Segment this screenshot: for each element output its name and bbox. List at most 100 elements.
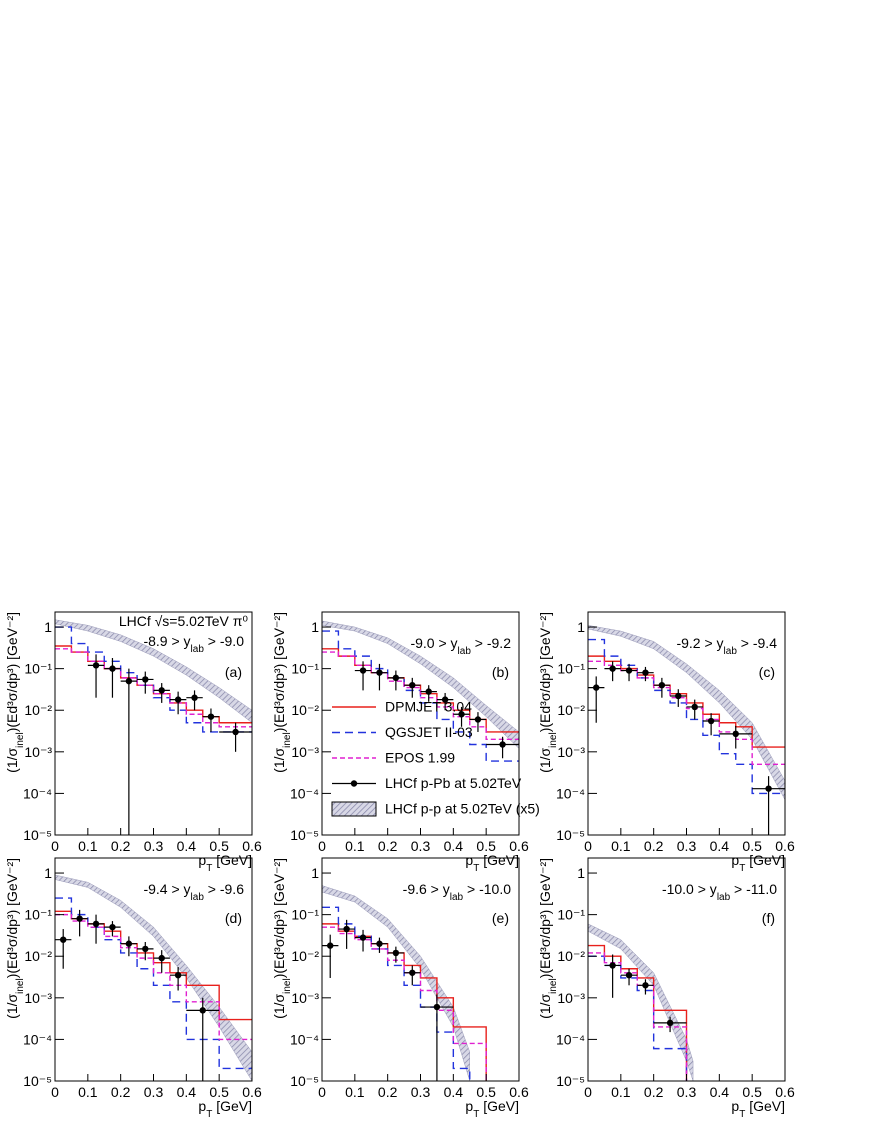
x-tick-label: 0.1 [611,838,631,854]
data-point [425,688,432,695]
subscript: lab [724,646,738,657]
axis-title: -9.0 > ylab > -9.2 [410,635,511,657]
text-part: [GeV] [479,1098,519,1114]
text-part: )(Ed³σ/dp³) [GeV⁻²] [4,858,20,978]
data-point [343,925,350,933]
axis-title: (1/σinel)(Ed³σ/dp³) [GeV⁻²] [271,858,293,1019]
y-tick-label: 10⁻² [557,702,585,718]
x-tick-label: 0.3 [411,838,431,854]
plot-area [588,923,694,1081]
panel: 0 0.1 0.2 0.3 0.4 0.5 0.6 10⁻⁵ 10⁻⁴ 10⁻³ 10⁻² 10⁻¹ 1… [537,857,795,1120]
x-tick-label: 0.6 [242,838,262,854]
y-tick-label: 10⁻⁴ [23,785,52,801]
x-tick-label: 0.2 [644,1084,664,1100]
data-point [409,969,416,976]
x-tick-label: 0 [584,838,592,854]
subscript: inel [282,732,293,748]
data-point [174,696,182,703]
data-point [593,684,600,691]
panel: 0 0.1 0.2 0.3 0.4 0.5 0.6 10⁻⁵ 10⁻⁴ 10⁻³ 10⁻² 10⁻¹ 1… [4,611,262,874]
y-tick-label: 10⁻³ [557,990,585,1006]
text-part: p [465,1098,473,1114]
y-tick-label: 10⁻⁵ [556,1073,585,1089]
data-point [125,677,133,685]
x-tick-label: 0.1 [78,1084,98,1100]
y-tick-label: 10⁻¹ [291,907,319,923]
y-tick-label: 1 [44,865,52,881]
text-part: (1/σ [4,994,20,1019]
data-point [433,1003,441,1011]
axis-title: (1/σinel)(Ed³σ/dp³) [GeV⁻²] [4,612,26,773]
model-step [322,651,519,740]
x-tick-label: 0.5 [209,838,229,854]
x-tick-label: 0.6 [775,1084,795,1100]
text-part: (1/σ [4,748,20,773]
subscript: inel [15,978,26,994]
y-tick-label: 1 [577,865,585,881]
x-tick-label: 0.6 [242,1084,262,1100]
text-part: -9.2 > y [676,635,723,651]
plot-area [55,619,252,835]
text-part: (1/σ [537,994,553,1019]
text-part: [GeV] [745,852,785,868]
text-part: p [198,1098,206,1114]
x-tick-label: 0 [51,838,59,854]
pp-band [55,619,252,724]
panel-label: (d) [225,910,242,926]
subscript: lab [191,892,205,903]
text-part: -9.4 > y [143,881,190,897]
data-point [675,692,682,700]
subscript: T [206,863,212,874]
frame [321,857,520,1082]
model-step [322,926,487,1081]
plot-area [322,620,519,762]
x-tick-label: 0.6 [775,838,795,854]
data-point [609,665,616,672]
data-point [92,662,100,669]
subscript: T [739,863,745,874]
data-point [642,669,649,676]
y-tick-label: 10⁻¹ [291,661,319,677]
axis-title: (1/σinel)(Ed³σ/dp³) [GeV⁻²] [4,858,26,1019]
pp-band [588,625,785,800]
panel: 0 0.1 0.2 0.3 0.4 0.5 0.6 10⁻⁵ 10⁻⁴ 10⁻³ 10⁻² 10⁻¹ 1… [4,857,262,1120]
data-point [658,681,666,689]
text-part: )(Ed³σ/dp³) [GeV⁻²] [271,858,287,978]
plot-area [55,874,252,1081]
y-tick-label: 1 [44,619,52,635]
chart-title: LHCf √s=5.02TeV π⁰ [119,613,249,629]
y-tick-label: 10⁻² [24,948,52,964]
text-part: -9.6 > y [403,881,450,897]
frame [54,857,253,1082]
data-point [376,669,383,676]
text-part: -9.0 > y [410,635,457,651]
y-tick-label: 10⁻⁴ [556,1031,585,1047]
axis-title: (1/σinel)(Ed³σ/dp³) [GeV⁻²] [537,612,559,773]
y-tick-label: 10⁻⁵ [290,1073,319,1089]
text-part: (1/σ [271,994,287,1019]
data-point [109,665,116,672]
data-point [376,940,383,947]
x-tick-label: 0.6 [509,838,529,854]
data-point [666,1019,674,1027]
plot-area [588,625,785,835]
subscript: lab [191,644,205,655]
x-tick-label: 0.4 [177,838,197,854]
panel-label: (b) [492,664,509,680]
subscript: inel [548,732,559,748]
text-part: > -9.2 [471,635,511,651]
x-tick-label: 0.2 [378,838,398,854]
y-tick-label: 1 [311,619,319,635]
axis-title: (1/σinel)(Ed³σ/dp³) [GeV⁻²] [271,612,293,773]
y-tick-label: 10⁻⁴ [556,785,585,801]
subscript: lab [717,892,731,903]
x-tick-label: 0.3 [144,1084,164,1100]
data-point [474,716,482,723]
y-tick-label: 1 [577,619,585,635]
y-tick-label: 10⁻³ [557,744,585,760]
subscript: T [473,863,479,874]
text-part: [GeV] [479,852,519,868]
subscript: inel [15,732,26,748]
text-part: [GeV] [212,1098,252,1114]
